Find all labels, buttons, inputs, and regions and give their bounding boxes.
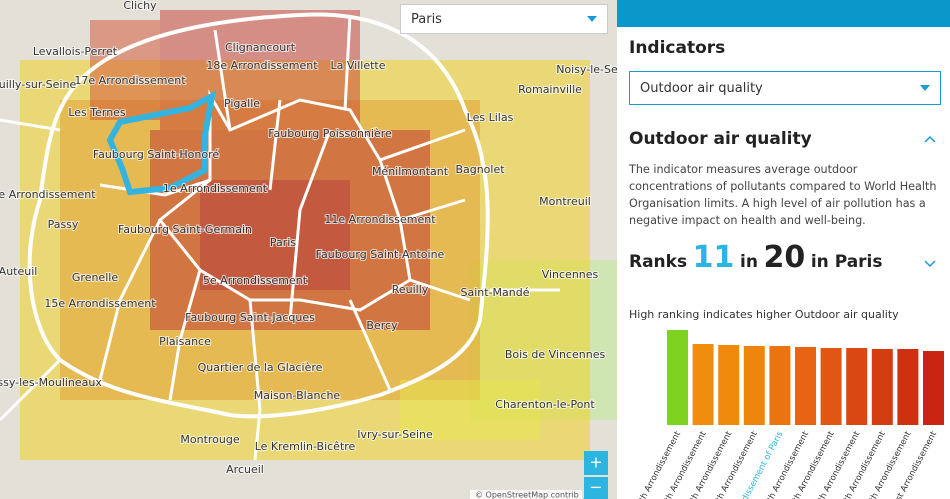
bar bbox=[846, 348, 868, 425]
map-label: Faubourg Saint-Jacques bbox=[185, 311, 315, 324]
map-label: Romainville bbox=[518, 83, 582, 96]
map-label: Issy-les-Moulineaux bbox=[0, 376, 102, 389]
map-label: Faubourg Saint-Germain bbox=[118, 223, 252, 236]
bar bbox=[718, 345, 740, 425]
bar bbox=[820, 348, 842, 425]
collapse-icon[interactable] bbox=[923, 134, 937, 144]
map-label: Pigalle bbox=[224, 97, 260, 110]
map-label: 18e Arrondissement bbox=[206, 59, 318, 72]
map-label: Saint-Mandé bbox=[461, 286, 530, 299]
map-label: Montreuil bbox=[539, 195, 591, 208]
map-label: 16e Arrondissement bbox=[0, 188, 96, 201]
map-label: Passy bbox=[48, 218, 79, 231]
expand-icon[interactable] bbox=[923, 258, 937, 268]
rank-total: 20 bbox=[763, 240, 806, 275]
bar bbox=[667, 330, 688, 425]
side-panel: Indicators Outdoor air quality Outdoor a… bbox=[617, 0, 950, 499]
attribution-bg bbox=[470, 490, 582, 499]
section-title: Outdoor air quality bbox=[629, 129, 812, 149]
rank-suffix: in Paris bbox=[810, 252, 883, 272]
rank-value: 11 bbox=[692, 240, 735, 275]
heat-red bbox=[90, 20, 160, 120]
map-label: Bois de Vincennes bbox=[505, 348, 606, 361]
map-label: Vincennes bbox=[542, 268, 599, 281]
map-label: Arcueil bbox=[226, 463, 264, 476]
zoom-out-button[interactable] bbox=[584, 477, 608, 499]
panel-heading: Indicators bbox=[629, 38, 726, 58]
city-select-text: Paris bbox=[411, 11, 442, 27]
map-label: Grenelle bbox=[72, 271, 118, 284]
bar bbox=[871, 349, 893, 425]
map-label: Faubourg Saint-Antoine bbox=[316, 248, 445, 261]
roads bbox=[0, 12, 560, 461]
map-label: Auteuil bbox=[0, 265, 37, 278]
map-label: Levallois-Perret bbox=[33, 45, 118, 58]
indicator-select-text: Outdoor air quality bbox=[640, 80, 763, 96]
heat-light bbox=[400, 380, 540, 440]
heat-dark bbox=[200, 180, 350, 290]
map-label: La Villette bbox=[331, 59, 386, 72]
map-label: Le Kremlin-Bicêtre bbox=[255, 440, 356, 453]
map-label: Noisy-le-Sec bbox=[556, 63, 617, 76]
map-label: 11e Arrondissement bbox=[324, 213, 436, 226]
map-label: Clichy bbox=[123, 0, 157, 12]
map-label: Faubourg Poissonnière bbox=[268, 127, 392, 140]
map-labels: Clichy Levallois-Perret 17e Arrondissement… bbox=[0, 0, 617, 477]
map-label: 15e Arrondissement bbox=[44, 297, 156, 310]
map-label: Reuilly bbox=[392, 283, 429, 296]
map-label: Les Ternes bbox=[68, 106, 126, 119]
caret bbox=[587, 16, 597, 22]
map-label: 1e Arrondissement bbox=[163, 182, 268, 195]
panel-topbar bbox=[617, 0, 950, 27]
map-label: Neuilly-sur-Seine bbox=[0, 78, 76, 91]
bar bbox=[769, 346, 791, 425]
map-label: Paris bbox=[270, 236, 296, 249]
map-label: Quartier de la Glacière bbox=[198, 361, 323, 374]
map-label: Maison-Blanche bbox=[254, 389, 341, 402]
bar bbox=[795, 347, 816, 425]
map-label: Les Lilas bbox=[467, 111, 514, 124]
map-label: Bercy bbox=[366, 319, 398, 332]
map-label: Ivry-sur-Seine bbox=[357, 428, 433, 441]
attribution: © OpenStreetMap contrib bbox=[475, 491, 579, 499]
map-label: Ménilmontant bbox=[372, 165, 449, 178]
map-label: Bagnolet bbox=[455, 163, 505, 176]
map-label: Faubourg Saint-Honoré bbox=[93, 148, 220, 161]
bar bbox=[923, 351, 944, 425]
description: The indicator measures average outdoor c… bbox=[629, 163, 937, 227]
indicator-select[interactable]: Outdoor air quality bbox=[629, 71, 941, 105]
map-label: Charenton-le-Pont bbox=[495, 398, 595, 411]
rank-prefix: Ranks bbox=[629, 252, 688, 272]
rank-middle: in bbox=[740, 252, 758, 272]
selected-district[interactable] bbox=[106, 90, 217, 196]
zoom-out-label[interactable]: − bbox=[589, 478, 602, 497]
city-select[interactable]: Paris bbox=[400, 4, 608, 34]
chart-subtitle: High ranking indicates higher Outdoor ai… bbox=[629, 308, 899, 321]
map-label: 5e Arrondissement bbox=[203, 274, 308, 287]
zoom-in-label[interactable]: + bbox=[589, 453, 602, 472]
zoom-in-button[interactable] bbox=[584, 451, 608, 475]
rank-line: Ranks 11 in 20 in Paris bbox=[629, 240, 883, 275]
map-label: 17e Arrondissement bbox=[74, 74, 186, 87]
caret bbox=[920, 85, 930, 91]
heat-red bbox=[160, 10, 360, 130]
map-label: Plaisance bbox=[159, 335, 211, 348]
bar bbox=[743, 346, 765, 425]
bar bbox=[692, 344, 714, 425]
bar bbox=[897, 349, 919, 425]
map-label: Montrouge bbox=[180, 433, 239, 446]
map-label: Clignancourt bbox=[225, 41, 296, 54]
map[interactable]: Clichy Levallois-Perret 17e Arrondissement… bbox=[0, 0, 617, 499]
